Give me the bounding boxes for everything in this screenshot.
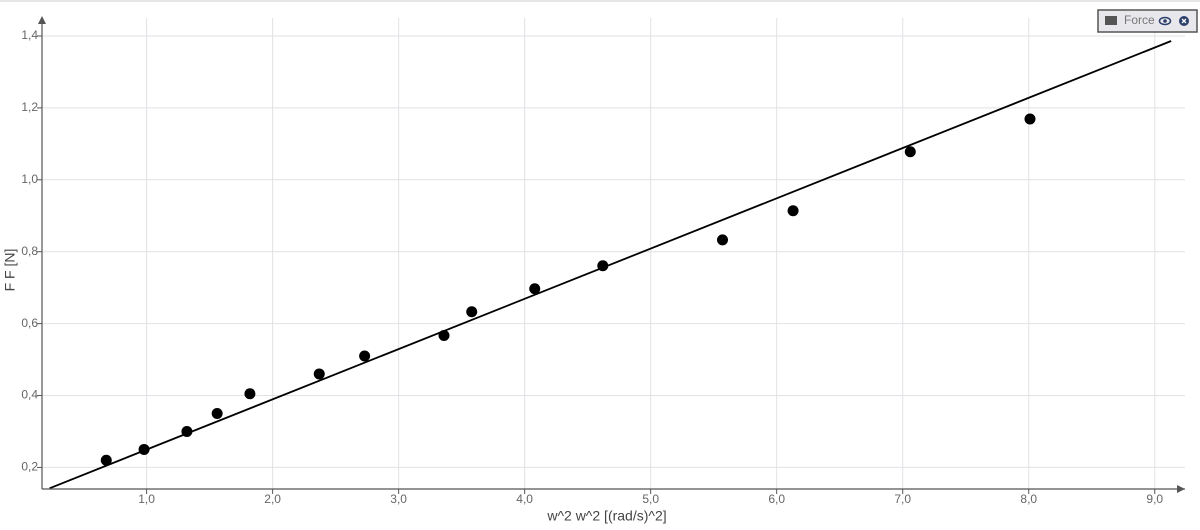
x-axis-label: w^2 w^2 [(rad/s)^2] — [546, 508, 666, 524]
y-tick-label: 0,6 — [21, 316, 38, 330]
y-tick-label: 1,0 — [21, 172, 38, 186]
y-tick-label: 0,2 — [21, 460, 38, 474]
fit-line — [49, 40, 1172, 490]
x-tick-label: 2,0 — [264, 492, 281, 506]
legend-swatch[interactable] — [1105, 16, 1117, 25]
data-point — [1024, 113, 1036, 125]
data-point — [359, 350, 371, 362]
x-tick-label: 3,0 — [390, 492, 407, 506]
y-tick-label: 1,4 — [21, 28, 38, 42]
data-point — [597, 260, 609, 272]
y-tick-label: 0,8 — [21, 244, 38, 258]
x-tick-label: 7,0 — [894, 492, 911, 506]
grid — [42, 18, 1185, 489]
data-point — [211, 407, 223, 419]
y-axis-arrow — [38, 16, 46, 24]
remove-button[interactable] — [1179, 16, 1189, 26]
y-tick-label: 1,2 — [21, 100, 38, 114]
data-point — [529, 283, 541, 295]
data-point — [787, 205, 799, 217]
legend-label[interactable]: Force — [1124, 13, 1155, 27]
x-axis-arrow — [1177, 485, 1185, 493]
legend: Force — [1097, 9, 1198, 33]
y-tick-label: 0,4 — [21, 388, 38, 402]
x-tick-label: 8,0 — [1020, 492, 1037, 506]
y-axis-label: F F [N] — [2, 249, 18, 292]
data-point — [717, 234, 729, 246]
data-point — [138, 443, 150, 455]
x-tick-label: 9,0 — [1146, 492, 1163, 506]
data-point — [904, 146, 916, 158]
data-point — [466, 306, 478, 318]
data-point — [438, 329, 450, 341]
x-tick-label: 4,0 — [516, 492, 533, 506]
x-tick-label: 1,0 — [138, 492, 155, 506]
data-point — [181, 425, 193, 437]
plot-area — [49, 40, 1172, 490]
data-point — [100, 454, 112, 466]
data-point — [313, 368, 325, 380]
legend-box — [1097, 9, 1198, 33]
x-tick-label: 6,0 — [768, 492, 785, 506]
visibility-toggle[interactable] — [1158, 16, 1172, 26]
data-point — [244, 388, 256, 400]
x-tick-label: 5,0 — [642, 492, 659, 506]
